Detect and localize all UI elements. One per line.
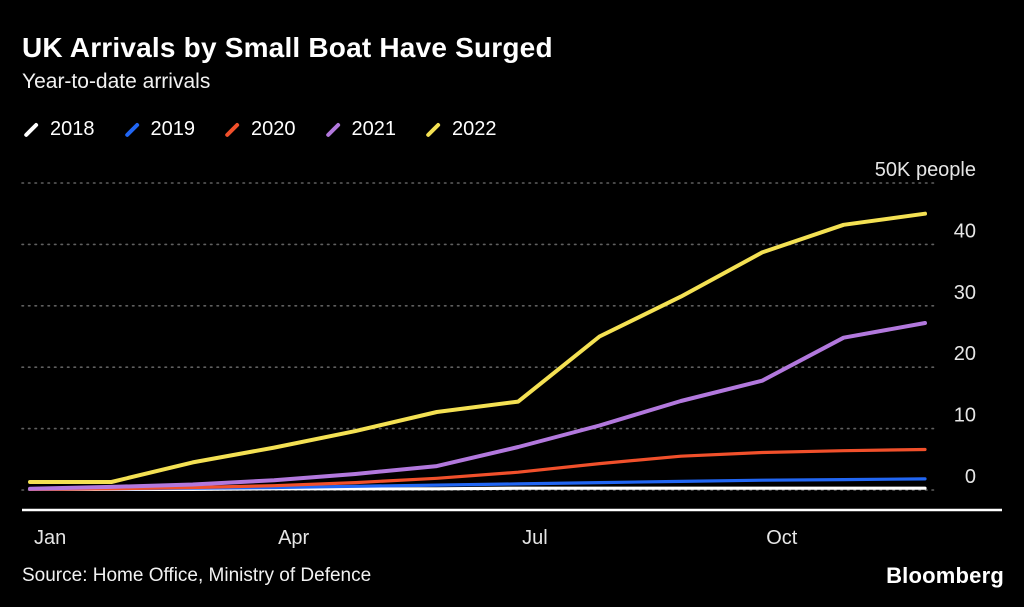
legend-swatch-icon bbox=[324, 121, 341, 138]
legend-item-2018[interactable]: 2018 bbox=[22, 118, 95, 141]
legend-label: 2022 bbox=[452, 118, 497, 140]
legend-swatch-icon bbox=[425, 121, 441, 138]
series-line-2021 bbox=[28, 321, 927, 491]
legend-label: 2018 bbox=[50, 118, 95, 140]
y-tick-label: 10 bbox=[954, 405, 976, 427]
y-tick-label: 40 bbox=[954, 220, 976, 242]
x-tick-label: Jul bbox=[522, 527, 548, 549]
source-note: Source: Home Office, Ministry of Defence bbox=[22, 565, 372, 586]
legend-swatch-icon bbox=[224, 121, 240, 138]
arrivals-line-chart: 0 10 20 30 40 50K people Jan Apr Jul Oct bbox=[21, 159, 1002, 549]
series-line-2020 bbox=[28, 447, 927, 491]
legend-label: 2021 bbox=[351, 118, 397, 140]
legend-item-2020[interactable]: 2020 bbox=[223, 118, 296, 141]
chart-subtitle: Year-to-date arrivals bbox=[22, 70, 211, 93]
legend-swatch-icon bbox=[23, 121, 39, 138]
legend-item-2022[interactable]: 2022 bbox=[424, 118, 497, 141]
legend-label: 2020 bbox=[251, 118, 296, 140]
chart-title: UK Arrivals by Small Boat Have Surged bbox=[22, 32, 553, 63]
y-tick-label: 30 bbox=[954, 282, 976, 304]
y-tick-label: 50K people bbox=[875, 159, 976, 181]
chart-legend: 2018 2019 2020 2021 2022 bbox=[22, 118, 497, 141]
x-tick-label: Apr bbox=[278, 527, 309, 549]
y-tick-label: 0 bbox=[965, 466, 976, 488]
series-line-2022 bbox=[28, 211, 927, 484]
x-tick-label: Jan bbox=[34, 527, 66, 549]
legend-item-2021[interactable]: 2021 bbox=[324, 118, 397, 141]
legend-item-2019[interactable]: 2019 bbox=[123, 118, 196, 141]
chart-area: 0 10 20 30 40 50K people Jan Apr Jul Oct bbox=[0, 152, 1024, 556]
legend-swatch-icon bbox=[123, 121, 140, 138]
y-tick-label: 20 bbox=[954, 343, 976, 365]
legend-label: 2019 bbox=[150, 118, 196, 140]
x-tick-label: Oct bbox=[766, 527, 798, 549]
bloomberg-logo: Bloomberg bbox=[886, 563, 1004, 588]
